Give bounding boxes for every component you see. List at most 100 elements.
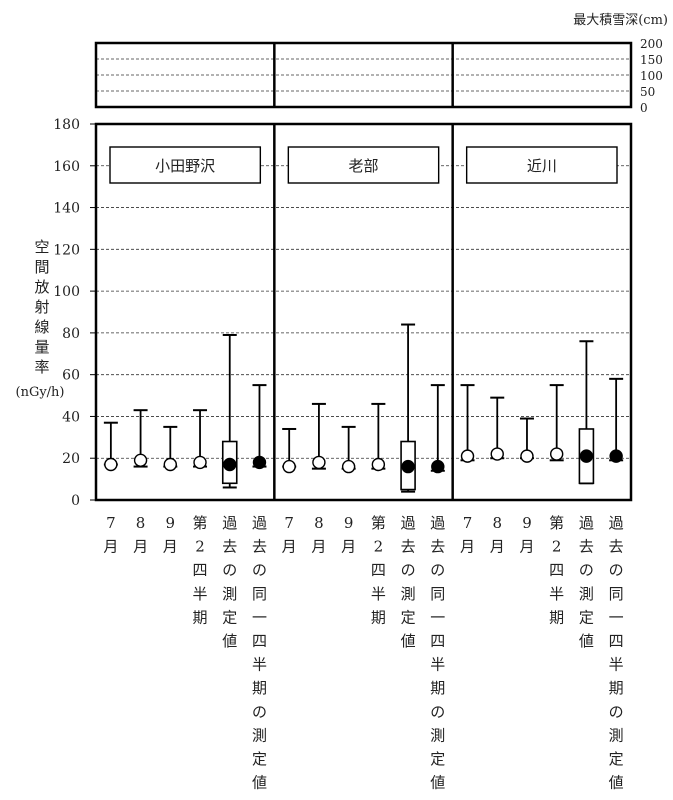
snow-tick-label: 200 <box>640 37 663 51</box>
category-label-char: 期 <box>371 608 386 626</box>
y-axis-title-char: 間 <box>34 258 49 276</box>
category-label-char: の <box>252 561 267 579</box>
y-axis-unit: (nGy/h) <box>16 385 65 400</box>
y-axis-title-char: 射 <box>34 298 49 316</box>
category-label-char: の <box>579 561 594 579</box>
category-label-char: 値 <box>609 774 624 792</box>
category-label-char: 定 <box>401 608 416 626</box>
category-label-char: 四 <box>549 561 564 579</box>
category-label-char: 四 <box>371 561 386 579</box>
category-label-char: 7 <box>284 514 294 532</box>
mean-marker-open <box>520 449 534 463</box>
mean-marker-filled <box>609 449 623 463</box>
station-name: 老部 <box>348 157 378 175</box>
category-label-char: 同 <box>252 585 267 603</box>
category-label-char: 去 <box>222 538 237 556</box>
category-label-char: 月 <box>519 538 534 556</box>
category-label-char: 測 <box>401 585 416 603</box>
snow-tick-label: 150 <box>640 53 663 67</box>
mean-marker-open <box>490 447 504 461</box>
y-tick-label: 40 <box>62 409 80 425</box>
category-label-char: 去 <box>579 538 594 556</box>
category-label-char: の <box>430 561 445 579</box>
category-label-char: 測 <box>222 585 237 603</box>
category-label-char: 過 <box>401 514 416 532</box>
category-label-char: 8 <box>136 514 146 532</box>
category-label-char: 月 <box>341 538 356 556</box>
category-label-char: 9 <box>166 514 176 532</box>
category-label-char: 値 <box>430 774 445 792</box>
mean-marker-open <box>460 449 475 463</box>
category-label-char: 第 <box>371 514 386 532</box>
category-label-char: 値 <box>579 632 594 650</box>
category-label-char: 同 <box>609 585 624 603</box>
mean-marker-open <box>341 459 356 474</box>
category-label-char: 測 <box>609 726 624 744</box>
category-label-char: 期 <box>193 608 208 626</box>
category-label-char: 値 <box>252 774 267 792</box>
y-axis-title-char: 率 <box>34 358 49 376</box>
y-tick-label: 0 <box>71 493 80 509</box>
category-label-char: 定 <box>609 750 624 768</box>
category-label-char: 第 <box>549 514 564 532</box>
category-label-char: の <box>430 703 445 721</box>
y-axis-title-char: 線 <box>34 318 49 336</box>
category-label-char: 測 <box>252 726 267 744</box>
y-tick-label: 180 <box>53 117 80 133</box>
y-tick-label: 160 <box>53 159 80 175</box>
category-label-char: 四 <box>193 561 208 579</box>
y-tick-label: 140 <box>53 201 80 217</box>
station-name: 近川 <box>527 157 557 175</box>
mean-marker-open <box>163 457 178 472</box>
category-label-char: 測 <box>430 726 445 744</box>
y-tick-label: 20 <box>62 451 80 467</box>
category-label-char: の <box>609 561 624 579</box>
category-label-char: 定 <box>579 608 594 626</box>
category-label-char: 値 <box>401 632 416 650</box>
category-label-char: 四 <box>430 632 445 650</box>
category-label-char: 半 <box>430 656 445 674</box>
category-label-char: 定 <box>222 608 237 626</box>
mean-marker-open <box>193 455 207 470</box>
mean-marker-filled <box>401 459 415 474</box>
category-label-char: 2 <box>374 538 384 556</box>
category-label-char: の <box>252 703 267 721</box>
y-axis-title-char: 空 <box>34 238 49 256</box>
y-tick-label: 100 <box>53 284 80 300</box>
mean-marker-filled <box>579 449 594 463</box>
category-label-char: 一 <box>609 608 624 626</box>
category-label-char: の <box>609 703 624 721</box>
category-label-char: 月 <box>103 538 118 556</box>
plot-frame <box>94 122 633 502</box>
y-axis-title-char: 量 <box>34 338 49 356</box>
station-name-box <box>465 146 618 184</box>
category-label-char: 半 <box>549 585 564 603</box>
category-label-char: 去 <box>609 538 624 556</box>
station-name-box <box>109 146 262 184</box>
category-label-char: 第 <box>193 514 208 532</box>
mean-marker-open <box>133 453 148 468</box>
mean-marker-filled <box>431 459 445 474</box>
mean-marker-open <box>371 457 386 472</box>
category-label-char: 半 <box>371 585 386 603</box>
y-tick-label: 120 <box>53 242 80 258</box>
category-label-char: 9 <box>344 514 354 532</box>
category-label-char: 8 <box>314 514 324 532</box>
category-label-char: 一 <box>430 608 445 626</box>
snow-tick-label: 0 <box>640 101 648 115</box>
category-label-char: 一 <box>252 608 267 626</box>
y-axis-title-char: 放 <box>34 278 49 296</box>
y-tick-label: 60 <box>62 368 80 384</box>
category-label-char: 月 <box>133 538 148 556</box>
mean-marker-open <box>104 457 118 472</box>
mean-marker-open <box>282 459 296 474</box>
category-label-char: 過 <box>579 514 594 532</box>
category-label-char: 8 <box>492 514 502 532</box>
category-label-char: 定 <box>430 750 445 768</box>
snow-axis-title: 最大積雪深(cm) <box>573 13 668 28</box>
category-label-char: の <box>401 561 416 579</box>
category-label-char: 過 <box>609 514 624 532</box>
category-label-char: 過 <box>222 514 237 532</box>
